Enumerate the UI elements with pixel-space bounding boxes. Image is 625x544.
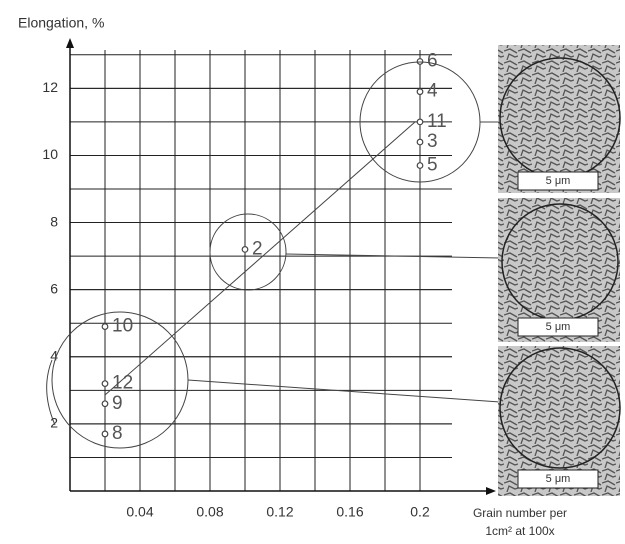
point-label: 9 — [112, 393, 123, 414]
point — [417, 89, 423, 95]
x-tick-label: 0.12 — [266, 504, 293, 520]
point — [102, 431, 108, 437]
point — [242, 247, 248, 253]
scale-bar: 5 μm — [546, 473, 571, 485]
point — [417, 119, 423, 125]
axis-arrow — [66, 38, 74, 48]
y-tick-label: 10 — [42, 146, 58, 162]
x-tick-label: 0.08 — [196, 504, 223, 520]
trend-line — [105, 122, 415, 395]
point-label: 5 — [427, 155, 438, 176]
micrograph: 5 μm — [498, 346, 620, 496]
scale-bar: 5 μm — [546, 175, 571, 187]
point — [102, 401, 108, 407]
axis-arrow — [486, 487, 496, 495]
micrograph: 5 μm — [498, 45, 620, 193]
point-label: 2 — [252, 238, 263, 259]
point — [417, 163, 423, 169]
point — [102, 324, 108, 330]
micrograph: 5 μm — [498, 198, 620, 342]
point-label: 12 — [112, 373, 133, 394]
point-label: 6 — [427, 51, 438, 72]
x-tick-label: 0.2 — [410, 504, 430, 520]
scale-bar: 5 μm — [546, 321, 571, 333]
x-tick-label: 0.16 — [336, 504, 363, 520]
cluster-circle — [210, 214, 286, 290]
y-tick-label: 6 — [50, 280, 58, 296]
point — [417, 59, 423, 65]
y-axis-label: Elongation, % — [18, 15, 104, 31]
point — [102, 381, 108, 387]
point-label: 10 — [112, 316, 133, 337]
point-label: 8 — [112, 423, 123, 444]
point-label: 3 — [427, 131, 438, 152]
point-label: 11 — [427, 111, 447, 132]
x-axis-label: 1cm² at 100x — [485, 524, 554, 538]
y-tick-label: 12 — [42, 79, 58, 95]
point-label: 4 — [427, 81, 438, 102]
point — [417, 139, 423, 145]
x-axis-label: Grain number per — [473, 506, 567, 520]
chart: Elongation, % Grain number per 1cm² at 1… — [0, 0, 625, 544]
pointer-line — [188, 380, 500, 402]
y-tick-label: 8 — [50, 213, 58, 229]
x-tick-label: 0.04 — [126, 504, 153, 520]
